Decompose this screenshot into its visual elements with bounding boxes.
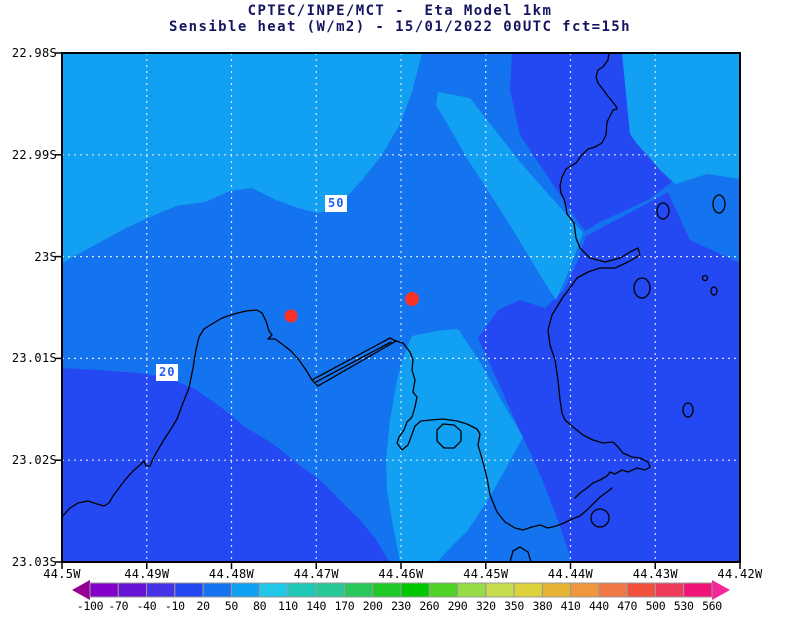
colorbar-tick-label: 20	[196, 599, 210, 613]
fill-high-topright-corner	[622, 53, 740, 184]
y-tick-label: 23.02S	[11, 453, 57, 468]
island-right-oval	[633, 277, 651, 299]
fill-high-topleft-region	[62, 53, 422, 263]
colorbar-segment	[654, 582, 685, 598]
colorbar-segment	[259, 582, 289, 598]
chart-title: CPTEC/INPE/MCT - Eta Model 1km	[247, 3, 553, 19]
fill-low-top-wedge	[510, 53, 672, 231]
colorbar-segment	[485, 582, 515, 598]
colorbar-tick-label: 410	[560, 599, 581, 613]
x-tick-label: 44.5W	[43, 567, 81, 581]
colorbar-segment	[598, 582, 628, 598]
coastline-south-bay	[395, 340, 613, 531]
x-tick-label: 44.44W	[547, 567, 594, 581]
colorbar-tick-label: 560	[702, 599, 722, 613]
colorbar-tick-label: -100	[76, 599, 104, 613]
x-tick-label: 44.49W	[124, 567, 170, 581]
x-tick-label: 44.42W	[717, 567, 763, 581]
fill-low-right-region	[478, 192, 740, 562]
colorbar-segment	[202, 582, 232, 598]
colorbar-segment	[457, 582, 487, 598]
y-tick-label: 23.01S	[11, 351, 57, 366]
axis-tick-layer	[55, 52, 741, 569]
colorbar	[72, 580, 730, 600]
x-tick-label: 44.43W	[632, 567, 678, 581]
colorbar-tick-label: 470	[617, 599, 638, 613]
colorbar-tick-label: 380	[532, 599, 553, 613]
island-tiny-2	[710, 286, 718, 296]
colorbar-segment	[174, 582, 204, 598]
colorbar-tick-label: 260	[419, 599, 440, 613]
colorbar-segment	[287, 582, 317, 598]
colorbar-tick-label: -10	[164, 599, 185, 613]
colorbar-tick-label: 200	[362, 599, 383, 613]
coastline-layer	[61, 52, 726, 563]
colorbar-segment	[230, 582, 261, 598]
x-tick-label: 44.45W	[463, 567, 509, 581]
colorbar-left-arrow	[72, 580, 90, 600]
y-tick-label: 23S	[34, 249, 57, 264]
colorbar-segment	[513, 582, 543, 598]
graticule-layer	[62, 53, 740, 562]
fill-high-center-wedge	[436, 92, 583, 300]
fill-high-south-wedge	[386, 329, 523, 562]
colorbar-segment	[343, 582, 374, 598]
fill-low-bottomleft-region	[62, 368, 390, 562]
colorbar-tick-label: 230	[391, 599, 411, 613]
colorbar-tick-label: 170	[334, 599, 355, 613]
colorbar-tick-label: 320	[475, 599, 496, 613]
colorbar-segment	[541, 582, 572, 598]
coastline-west-shore	[61, 309, 313, 518]
y-tick-label: 23.03S	[11, 555, 57, 569]
contour-fill-layer	[62, 53, 740, 562]
colorbar-segment	[570, 582, 600, 598]
colorbar-segment	[626, 582, 656, 598]
colorbar-tick-label: 80	[252, 599, 267, 613]
coastline-bottom-islet-arch	[509, 546, 532, 563]
x-tick-label: 44.47W	[293, 567, 339, 581]
marker-layer	[284, 292, 419, 323]
colorbar-segment	[315, 582, 345, 598]
x-tick-label: 44.48W	[208, 567, 255, 581]
colorbar-tick-label: 440	[588, 599, 609, 613]
coastline-east-peninsula	[547, 52, 651, 499]
colorbar-segment	[89, 582, 119, 598]
island-topright-1	[712, 194, 726, 214]
colorbar-segment	[372, 582, 402, 598]
island-tiny-1	[701, 274, 709, 282]
island-round-south	[590, 508, 610, 528]
colorbar-tick-label: 500	[645, 599, 666, 613]
colorbar-segment	[400, 582, 430, 598]
chart-subtitle: Sensible heat (W/m2) - 15/01/2022 00UTC …	[169, 19, 631, 35]
island-center-blob	[436, 423, 462, 449]
coastline-sandbar-inner	[315, 341, 392, 383]
colorbar-tick-label: 140	[306, 599, 327, 613]
station-marker-dot	[405, 292, 419, 306]
colorbar-segment	[146, 582, 176, 598]
contour-label-20: 20	[156, 364, 179, 381]
colorbar-tick-label: 350	[504, 599, 525, 613]
colorbar-tick-label: 50	[224, 599, 239, 613]
y-tick-label: 22.99S	[11, 147, 57, 162]
colorbar-tick-label: 290	[447, 599, 468, 613]
station-marker-dot	[284, 309, 298, 323]
colorbar-right-arrow	[712, 580, 730, 600]
colorbar-segment	[683, 582, 713, 598]
contour-label-50: 50	[325, 195, 348, 212]
colorbar-segment	[117, 582, 148, 598]
island-small-right	[682, 402, 694, 418]
colorbar-tick-label: -40	[136, 599, 157, 613]
x-tick-label: 44.46W	[378, 567, 424, 581]
colorbar-segment	[428, 582, 459, 598]
colorbar-tick-label: 110	[277, 599, 298, 613]
colorbar-tick-label: -70	[108, 599, 129, 613]
y-tick-label: 22.98S	[11, 46, 57, 60]
colorbar-tick-label: 530	[673, 599, 694, 613]
island-topright-2	[656, 202, 670, 220]
